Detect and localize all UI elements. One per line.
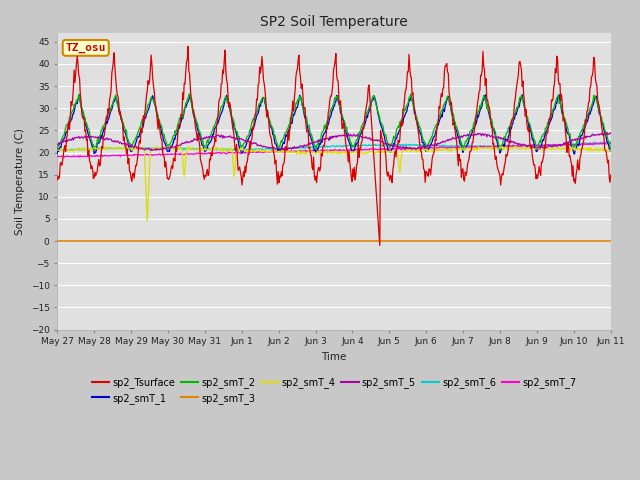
Y-axis label: Soil Temperature (C): Soil Temperature (C) bbox=[15, 128, 25, 235]
Legend: sp2_Tsurface, sp2_smT_1, sp2_smT_2, sp2_smT_3, sp2_smT_4, sp2_smT_5, sp2_smT_6, : sp2_Tsurface, sp2_smT_1, sp2_smT_2, sp2_… bbox=[88, 373, 580, 408]
Title: SP2 Soil Temperature: SP2 Soil Temperature bbox=[260, 15, 408, 29]
X-axis label: Time: Time bbox=[321, 352, 347, 362]
Text: TZ_osu: TZ_osu bbox=[65, 43, 106, 53]
